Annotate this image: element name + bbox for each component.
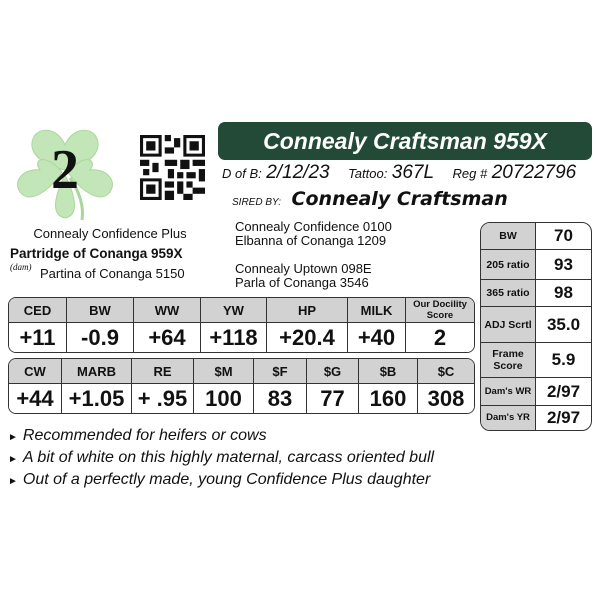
perf-label: 365 ratio	[481, 280, 536, 307]
epd-header: MILK	[348, 298, 406, 323]
epd-header: BW	[67, 298, 134, 323]
dob-value: 2/12/23	[266, 162, 330, 183]
epd-value: + .95	[132, 384, 194, 413]
perf-value: 2/97	[546, 408, 581, 427]
perf-value: 2/97	[536, 378, 591, 406]
epd-header: $B	[359, 359, 418, 384]
epd-value: +44	[9, 384, 62, 413]
note-text: Recommended for heifers or cows	[22, 427, 267, 444]
epd-value: -0.9	[67, 323, 134, 352]
epd-header: YW	[201, 298, 267, 323]
epd-value: +64	[134, 323, 201, 352]
dam-sire: Connealy Confidence Plus	[33, 226, 187, 241]
epd-value: 2	[406, 323, 474, 352]
perf-label: 205 ratio	[481, 250, 536, 280]
bullet-icon: ►	[8, 476, 18, 487]
perf-label: ADJ Scrtl	[481, 307, 536, 343]
epd-value: +20.4	[267, 323, 348, 352]
perf-value: 5.9	[536, 343, 591, 378]
note-text: A bit of white on this highly maternal, …	[22, 449, 435, 466]
lot-number: 2	[51, 139, 79, 201]
perf-value: 70	[536, 223, 591, 250]
epd-value: 77	[307, 384, 359, 413]
perf-label: Frame Score	[481, 343, 536, 378]
epd-header: Our Docility Score	[406, 298, 474, 323]
perf-label: BW	[481, 223, 536, 250]
epd-header: HP	[267, 298, 348, 323]
dob-label: D of B:	[222, 166, 262, 181]
note-item: ► Out of a perfectly made, young Confiden…	[8, 470, 434, 492]
epd-table-2: CW MARB RE $M $F $G $B $C +44 +1.05 + .9…	[8, 358, 475, 414]
dam-name: Partridge of Conanga 959X	[10, 246, 183, 261]
shamrock-icon	[17, 129, 113, 221]
notes-list: ► Recommended for heifers or cows ► A bit …	[8, 426, 434, 492]
epd-value: 100	[194, 384, 254, 413]
epd-header: CED	[9, 298, 67, 323]
perf-value: 98	[536, 280, 591, 307]
epd-header: $C	[418, 359, 474, 384]
perf-label: Dam's WR	[481, 378, 536, 406]
epd-table-1: CED BW WW YW HP MILK Our Docility Score …	[8, 297, 475, 353]
tattoo-value: 367L	[391, 162, 435, 183]
sire-sire: Connealy Confidence 0100	[235, 219, 392, 234]
epd-value: +1.05	[62, 384, 132, 413]
epd-header: MARB	[62, 359, 132, 384]
epd-value: +118	[201, 323, 267, 352]
epd-value: 83	[254, 384, 307, 413]
epd-header: RE	[132, 359, 194, 384]
dam-tag: (dam)	[10, 262, 32, 272]
epd-value: +11	[9, 323, 67, 352]
qr-code-icon[interactable]	[140, 135, 205, 200]
sired-by: SIRED BY: Connealy Craftsman	[232, 188, 508, 210]
performance-table: BW 70 205 ratio 93 365 ratio 98 ADJ Scrtl 35…	[480, 222, 592, 431]
birth-info-line: D of B: 2/12/23 Tattoo: 367L Reg # 20722…	[222, 162, 590, 184]
sire-name: Connealy Craftsman	[291, 188, 508, 210]
epd-value: +40	[348, 323, 406, 352]
bullet-icon: ►	[8, 432, 18, 443]
animal-name-title: Connealy Craftsman 959X	[218, 122, 592, 160]
note-item: ► A bit of white on this highly maternal,…	[8, 448, 434, 470]
dam-dam: Partina of Conanga 5150	[40, 266, 185, 281]
bullet-icon: ►	[8, 454, 18, 465]
reg-value: 20722796	[491, 162, 577, 183]
mid-dam: Parla of Conanga 3546	[235, 275, 369, 290]
epd-header: $F	[254, 359, 307, 384]
sire-dam: Elbanna of Conanga 1209	[235, 233, 387, 248]
perf-value: 93	[536, 250, 591, 280]
perf-value: 35.0	[536, 307, 591, 343]
epd-header: WW	[134, 298, 201, 323]
reg-label: Reg #	[452, 166, 488, 181]
perf-label: Dam's YR	[481, 406, 536, 430]
mid-sire: Connealy Uptown 098E	[235, 261, 372, 276]
note-text: Out of a perfectly made, young Confidenc…	[22, 471, 431, 488]
epd-header: $M	[194, 359, 254, 384]
epd-header: CW	[9, 359, 62, 384]
sired-by-label: SIRED BY:	[232, 197, 282, 208]
note-item: ► Recommended for heifers or cows	[8, 426, 434, 448]
tattoo-label: Tattoo:	[348, 166, 388, 181]
epd-header: $G	[307, 359, 359, 384]
epd-value: 160	[359, 384, 418, 413]
epd-value: 308	[418, 384, 474, 413]
